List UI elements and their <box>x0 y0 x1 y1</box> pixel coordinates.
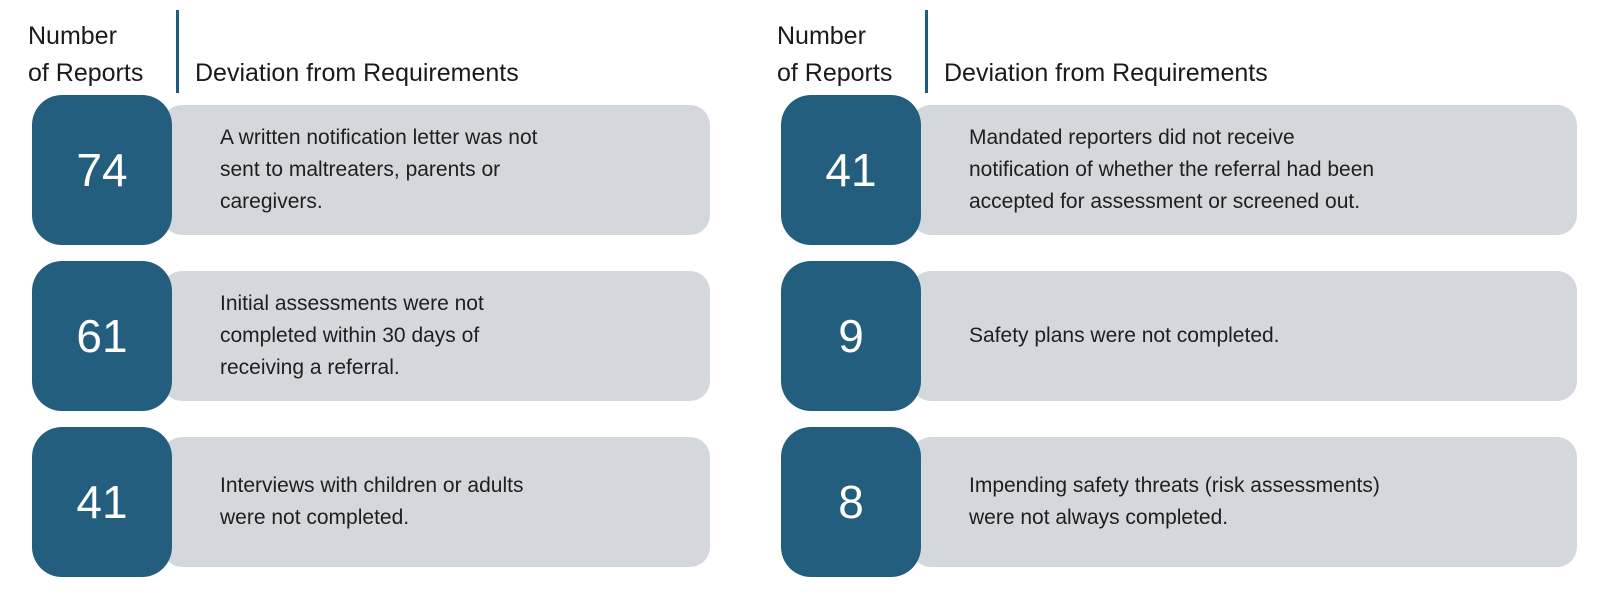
report-column-right: Number of Reports Deviation from Require… <box>777 8 1577 577</box>
report-count-badge: 8 <box>781 427 921 577</box>
report-row: 8 Impending safety threats (risk assessm… <box>777 427 1577 577</box>
deviation-text-card: Impending safety threats (risk assessmen… <box>911 437 1577 567</box>
number-of-reports-label-line1: Number <box>777 22 866 50</box>
number-of-reports-label-line2: of Reports <box>777 59 893 87</box>
deviation-report-infographic: Number of Reports Deviation from Require… <box>28 8 1577 577</box>
report-count-badge: 9 <box>781 261 921 411</box>
deviation-text: A written notification letter was not se… <box>220 126 538 213</box>
number-of-reports-label-line1: Number <box>28 22 117 50</box>
deviation-text: Safety plans were not completed. <box>969 324 1280 347</box>
number-of-reports-label: Number of Reports <box>777 18 925 95</box>
report-row: 74 A written notification letter was not… <box>28 95 710 245</box>
report-rows: 74 A written notification letter was not… <box>28 95 710 577</box>
deviation-text: Interviews with children or adults were … <box>220 474 524 529</box>
number-of-reports-label: Number of Reports <box>28 18 176 95</box>
report-count-badge: 61 <box>32 261 172 411</box>
report-count-badge: 41 <box>781 95 921 245</box>
deviation-text-card: A written notification letter was not se… <box>162 105 710 235</box>
deviation-column-label: Deviation from Requirements <box>944 59 1268 87</box>
deviation-text: Impending safety threats (risk assessmen… <box>969 474 1380 529</box>
report-row: 41 Mandated reporters did not receive no… <box>777 95 1577 245</box>
report-column-left: Number of Reports Deviation from Require… <box>28 8 710 577</box>
column-header: Number of Reports Deviation from Require… <box>28 8 710 95</box>
deviation-text-card: Interviews with children or adults were … <box>162 437 710 567</box>
report-count-badge: 41 <box>32 427 172 577</box>
report-row: 9 Safety plans were not completed. <box>777 261 1577 411</box>
report-row: 41 Interviews with children or adults we… <box>28 427 710 577</box>
deviation-text: Initial assessments were not completed w… <box>220 292 484 379</box>
deviation-column-label: Deviation from Requirements <box>195 59 519 87</box>
number-of-reports-label-line2: of Reports <box>28 59 144 87</box>
column-header: Number of Reports Deviation from Require… <box>777 8 1577 95</box>
deviation-text-card: Safety plans were not completed. <box>911 271 1577 401</box>
deviation-text-card: Initial assessments were not completed w… <box>162 271 710 401</box>
deviation-text: Mandated reporters did not receive notif… <box>969 126 1375 213</box>
header-divider <box>925 10 928 93</box>
report-rows: 41 Mandated reporters did not receive no… <box>777 95 1577 577</box>
header-divider <box>176 10 179 93</box>
report-row: 61 Initial assessments were not complete… <box>28 261 710 411</box>
report-count-badge: 74 <box>32 95 172 245</box>
deviation-text-card: Mandated reporters did not receive notif… <box>911 105 1577 235</box>
